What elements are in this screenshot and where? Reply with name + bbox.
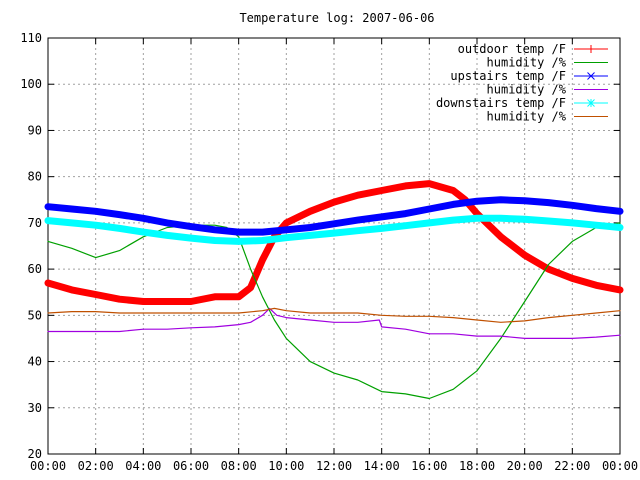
legend-label: outdoor temp /F bbox=[458, 42, 566, 56]
legend-marker bbox=[587, 99, 595, 107]
series-line-4 bbox=[47, 307, 621, 339]
x-tick-label: 18:00 bbox=[459, 459, 495, 473]
y-tick-label: 110 bbox=[20, 31, 42, 45]
plot-frame bbox=[47, 37, 621, 455]
y-tick-label: 80 bbox=[28, 170, 42, 184]
y-tick-label: 70 bbox=[28, 216, 42, 230]
y-tick-label: 50 bbox=[28, 308, 42, 322]
y-tick-label: 30 bbox=[28, 401, 42, 415]
legend-label: upstairs temp /F bbox=[450, 69, 566, 83]
y-tick-label: 40 bbox=[28, 355, 42, 369]
x-tick-label: 12:00 bbox=[316, 459, 352, 473]
legend-label: humidity /% bbox=[487, 110, 567, 124]
y-tick-label: 20 bbox=[28, 447, 42, 461]
x-tick-label: 00:00 bbox=[602, 459, 638, 473]
y-tick-label: 100 bbox=[20, 77, 42, 91]
series-lines bbox=[44, 180, 624, 400]
chart-title: Temperature log: 2007-06-06 bbox=[239, 11, 434, 25]
y-tick-label: 90 bbox=[28, 123, 42, 137]
series-line-1 bbox=[44, 180, 624, 305]
x-tick-label: 14:00 bbox=[364, 459, 400, 473]
x-tick-label: 02:00 bbox=[78, 459, 114, 473]
x-tick-label: 20:00 bbox=[507, 459, 543, 473]
series-line-6 bbox=[47, 307, 621, 323]
y-tick-label: 60 bbox=[28, 262, 42, 276]
x-tick-label: 06:00 bbox=[173, 459, 209, 473]
x-tick-label: 08:00 bbox=[221, 459, 257, 473]
x-tick-label: 10:00 bbox=[268, 459, 304, 473]
x-tick-label: 16:00 bbox=[411, 459, 447, 473]
x-tick-label: 00:00 bbox=[30, 459, 66, 473]
x-tick-label: 22:00 bbox=[554, 459, 590, 473]
legend-label: humidity /% bbox=[487, 83, 567, 97]
axes: 20 30 40 50 60 70 80 90 100 110 00:00 02:00 04:00 06:… bbox=[20, 31, 638, 473]
legend-label: downstairs temp /F bbox=[436, 96, 566, 110]
x-tick-label: 04:00 bbox=[125, 459, 161, 473]
legend-label: humidity /% bbox=[487, 56, 567, 70]
series-line-3 bbox=[44, 196, 624, 236]
legend-marker bbox=[587, 72, 595, 80]
series-line-5 bbox=[44, 214, 624, 245]
